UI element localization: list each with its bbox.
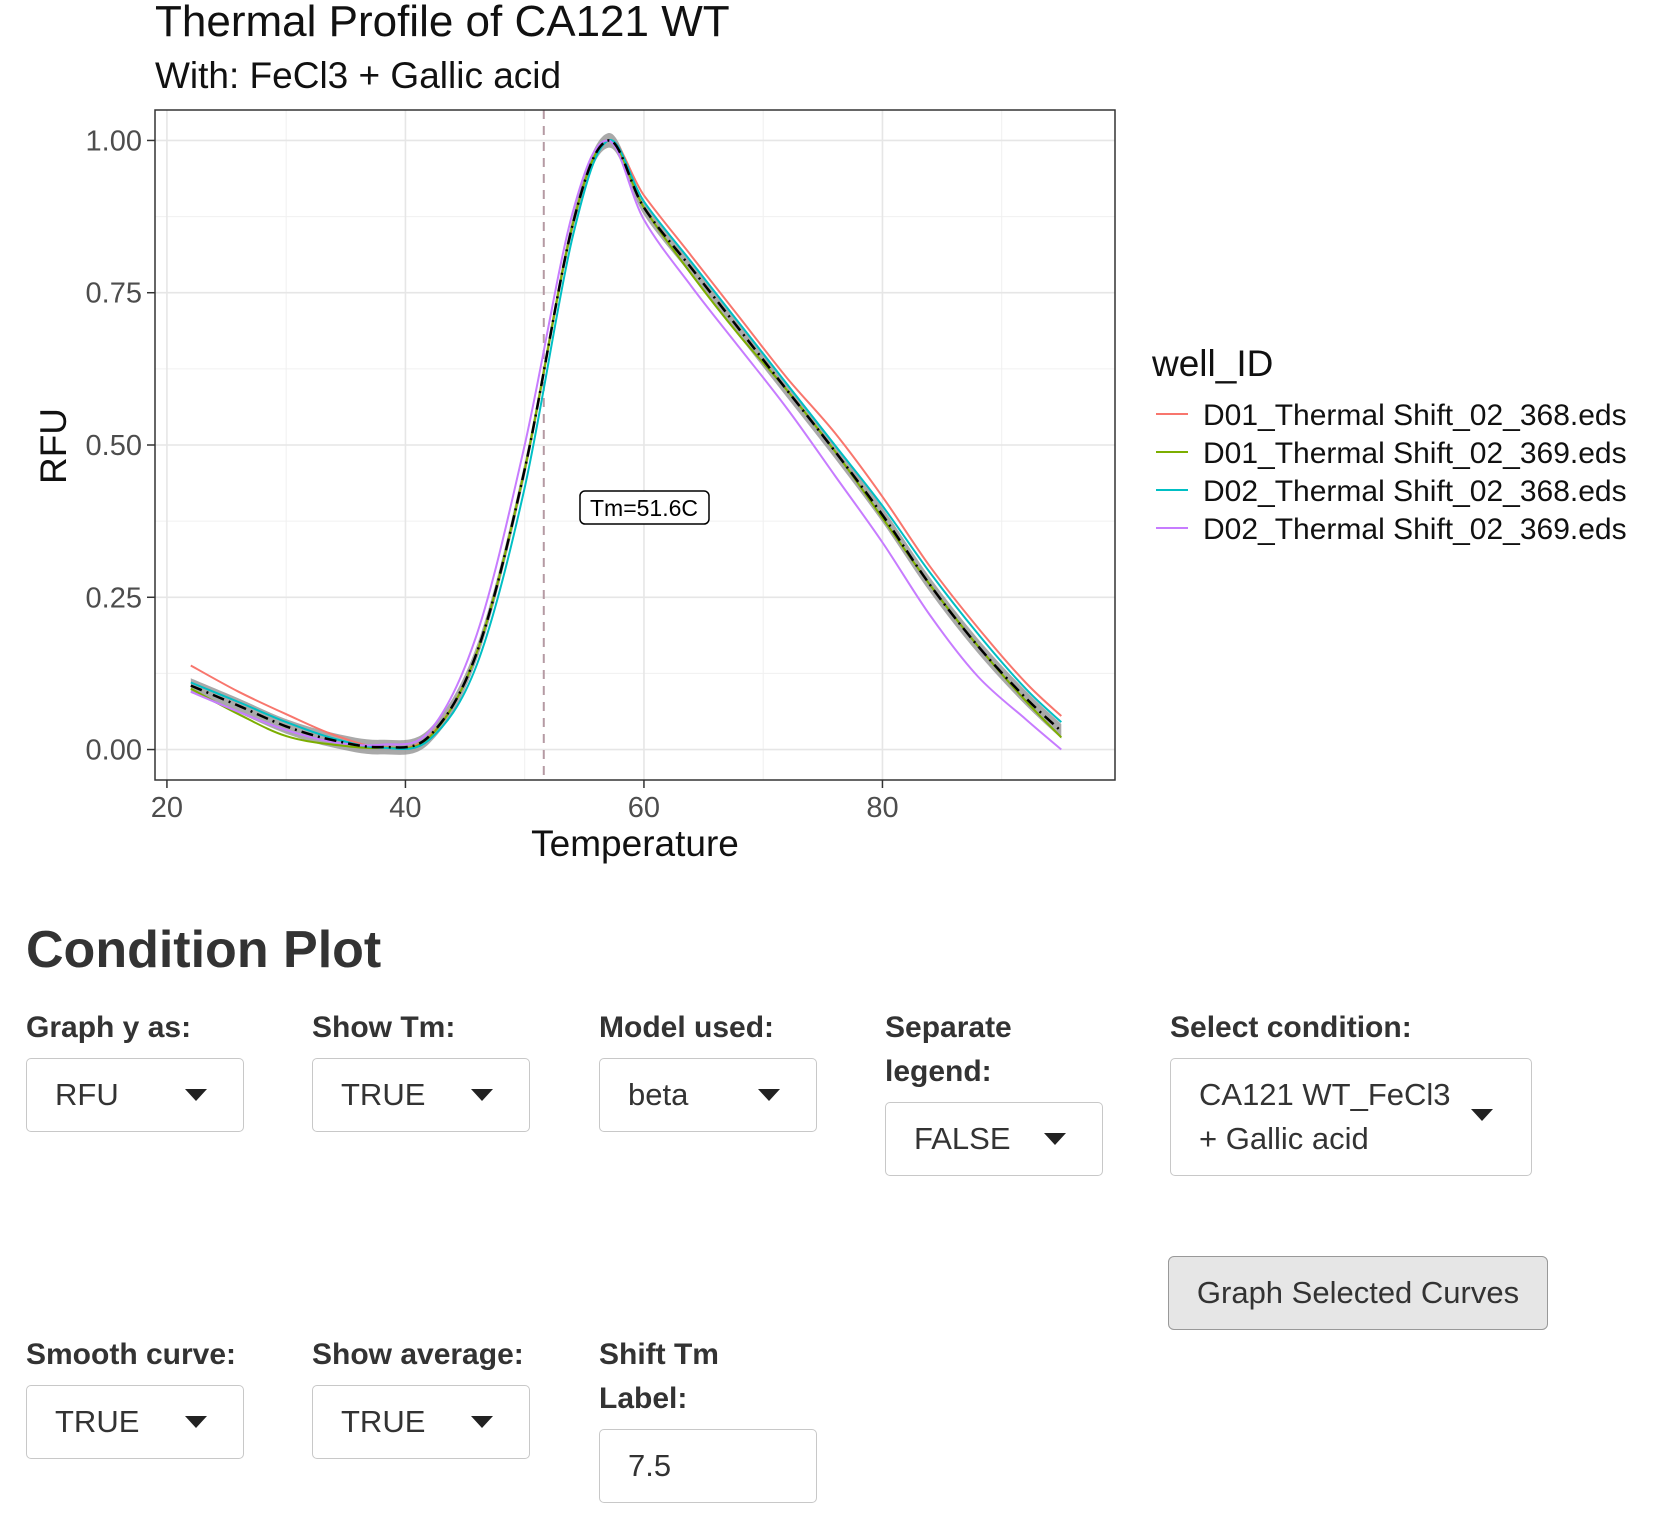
show-tm-control: Show Tm: TRUE xyxy=(312,1006,530,1132)
smooth-curve-label: Smooth curve: xyxy=(26,1338,237,1371)
graph-y-control: Graph y as: RFU xyxy=(26,1006,244,1132)
dropdown-arrow-icon xyxy=(185,1089,207,1101)
tm-annotation: Tm=51.6C xyxy=(579,490,710,525)
show-tm-select[interactable]: TRUE xyxy=(312,1058,530,1132)
y-tick-label: 0.25 xyxy=(86,582,142,614)
dropdown-arrow-icon xyxy=(185,1416,207,1428)
chart-subtitle: With: FeCl3 + Gallic acid xyxy=(155,55,561,96)
show-average-control: Show average: TRUE xyxy=(312,1333,530,1459)
y-tick-label: 1.00 xyxy=(86,125,142,157)
separate-legend-value: FALSE xyxy=(914,1121,1011,1156)
show-tm-value: TRUE xyxy=(341,1077,426,1112)
x-tick-label: 80 xyxy=(866,792,898,824)
tm-annotation-box xyxy=(579,490,710,525)
dropdown-arrow-icon xyxy=(471,1416,493,1428)
show-average-label: Show average: xyxy=(312,1338,524,1371)
model-label: Model used: xyxy=(599,1011,775,1044)
legend-title: well_ID xyxy=(1151,343,1273,384)
average-line xyxy=(190,139,1063,749)
section-title: Condition Plot xyxy=(26,921,382,979)
dropdown-arrow-icon xyxy=(1471,1109,1493,1121)
shift-tm-input[interactable]: 7.5 xyxy=(599,1429,817,1503)
model-select[interactable]: beta xyxy=(599,1058,817,1132)
legend-label-3: D02_Thermal Shift_02_368.eds xyxy=(1203,475,1627,508)
dropdown-arrow-icon xyxy=(471,1089,493,1101)
select-condition-select[interactable]: CA121 WT_FeCl3 + Gallic acid xyxy=(1170,1058,1532,1176)
smooth-curve-control: Smooth curve: TRUE xyxy=(26,1333,244,1459)
select-condition-value: CA121 WT_FeCl3 + Gallic acid xyxy=(1199,1077,1451,1156)
separate-legend-control: Separate legend: FALSE xyxy=(885,1006,1103,1176)
y-tick-label: 0.00 xyxy=(86,735,142,767)
y-axis-title: RFU xyxy=(33,408,74,484)
dropdown-arrow-icon xyxy=(758,1089,780,1101)
separate-legend-label: Separate legend: xyxy=(885,1011,1012,1088)
legend-label-2: D01_Thermal Shift_02_369.eds xyxy=(1203,437,1627,470)
x-tick-label: 40 xyxy=(389,792,421,824)
legend-label-1: D01_Thermal Shift_02_368.eds xyxy=(1203,399,1627,432)
show-tm-label: Show Tm: xyxy=(312,1011,456,1044)
axis-ticks: 0.00 0.25 0.50 0.75 1.00 20 40 60 80 xyxy=(86,125,899,824)
dropdown-arrow-icon xyxy=(1044,1133,1066,1145)
y-tick-label: 0.75 xyxy=(86,278,142,310)
graph-y-value: RFU xyxy=(55,1077,119,1112)
show-average-select[interactable]: TRUE xyxy=(312,1385,530,1459)
series-line-4 xyxy=(190,139,1062,751)
graph-y-label: Graph y as: xyxy=(26,1011,192,1044)
separate-legend-select[interactable]: FALSE xyxy=(885,1102,1103,1176)
model-value: beta xyxy=(628,1077,689,1112)
legend: well_ID D01_Thermal Shift_02_368.edsD01_… xyxy=(1151,343,1627,546)
y-tick-label: 0.50 xyxy=(86,430,142,462)
x-tick-label: 60 xyxy=(628,792,660,824)
graph-y-select[interactable]: RFU xyxy=(26,1058,244,1132)
show-average-value: TRUE xyxy=(341,1404,426,1439)
select-condition-control: Select condition: CA121 WT_FeCl3 + Galli… xyxy=(1170,1006,1532,1176)
legend-items: D01_Thermal Shift_02_368.eds D01_Thermal … xyxy=(1156,399,1627,546)
thermal-profile-chart: Thermal Profile of CA121 WT With: FeCl3 … xyxy=(33,0,1627,864)
tm-annotation-text: Tm=51.6C xyxy=(590,495,698,521)
shift-tm-label: Shift Tm Label: xyxy=(599,1338,719,1415)
x-axis-title: Temperature xyxy=(531,823,739,864)
legend-label-4: D02_Thermal Shift_02_369.eds xyxy=(1203,513,1627,546)
model-control: Model used: beta xyxy=(599,1006,817,1132)
smooth-curve-select[interactable]: TRUE xyxy=(26,1385,244,1459)
smooth-curve-value: TRUE xyxy=(55,1404,140,1439)
graph-selected-curves-button[interactable]: Graph Selected Curves xyxy=(1168,1256,1548,1330)
x-tick-label: 20 xyxy=(151,792,183,824)
select-condition-label: Select condition: xyxy=(1170,1011,1412,1044)
shift-tm-control: Shift Tm Label: 7.5 xyxy=(599,1333,817,1503)
chart-title: Thermal Profile of CA121 WT xyxy=(155,0,730,46)
